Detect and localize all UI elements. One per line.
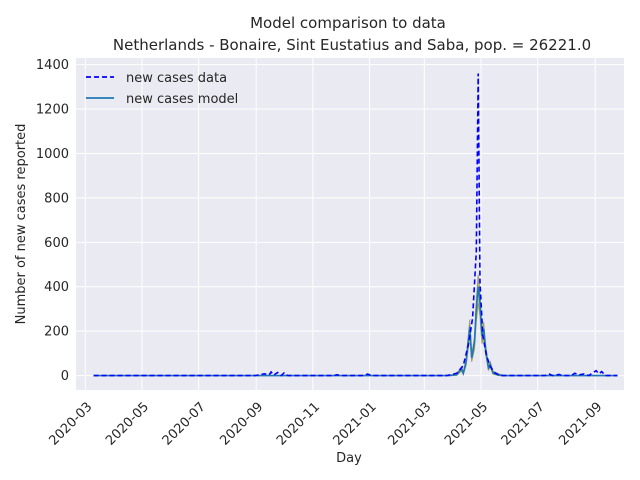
legend: new cases data new cases model [86,71,238,107]
legend-label-model: new cases model [126,92,238,107]
y-tick-label: 400 [44,280,69,295]
chart-title: Model comparison to data [250,14,446,32]
y-axis-label: Number of new cases reported [14,124,29,325]
plot-area [76,58,624,390]
y-tick-label: 1200 [36,103,69,118]
y-tick-label: 1000 [36,147,69,162]
y-axis: 0 200 400 600 800 1000 1200 1400 [36,58,69,384]
x-axis-label: Day [336,451,362,466]
grid [76,58,624,390]
chart-subtitle: Netherlands - Bonaire, Sint Eustatius an… [113,36,591,54]
series-line-data [93,73,618,377]
legend-label-data: new cases data [126,71,227,86]
y-tick-label: 0 [61,369,69,384]
y-tick-label: 600 [44,236,69,251]
y-tick-label: 800 [44,191,69,206]
series-layer [93,73,618,377]
y-tick-label: 1400 [36,58,69,73]
y-tick-label: 200 [44,325,69,340]
